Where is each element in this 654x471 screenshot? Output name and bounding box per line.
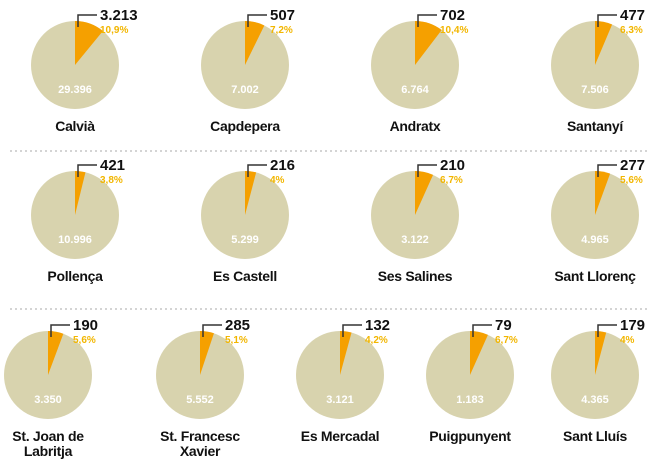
pie-name: Sant Llorenç [554, 268, 636, 284]
leader-line [247, 14, 267, 27]
pie-slice [470, 331, 488, 375]
share-label: 5,1% [225, 335, 248, 346]
total-label: 7.002 [231, 84, 259, 96]
pie-name: St. Francesc Xavier [160, 428, 240, 459]
total-label: 5.552 [186, 394, 214, 406]
share-label: 10,9% [100, 25, 128, 36]
total-label: 10.996 [58, 234, 92, 246]
share-label: 4% [620, 335, 635, 346]
slice-value: 179 [620, 317, 645, 334]
pie-slice [245, 21, 265, 65]
leader-line [202, 324, 222, 337]
leader-line [342, 324, 362, 337]
share-label: 4,2% [365, 335, 388, 346]
leader-line [597, 324, 617, 337]
share-label: 6,7% [495, 335, 518, 346]
slice-value: 79 [495, 317, 512, 334]
slice-value: 132 [365, 317, 390, 334]
pie-slice [595, 21, 613, 65]
pie-slice [415, 171, 434, 215]
pie-name: Pollença [47, 268, 103, 284]
pie-name: Puigpunyent [429, 428, 511, 444]
pie-name: Calvià [55, 118, 95, 134]
slice-value: 210 [440, 157, 465, 174]
pie-slice [245, 171, 257, 215]
slice-value: 285 [225, 317, 250, 334]
total-label: 6.764 [401, 84, 429, 96]
slice-value: 702 [440, 7, 465, 24]
pie-name: Santanyí [567, 118, 623, 134]
pie-slice [48, 331, 64, 375]
leader-line [50, 324, 70, 337]
pie-name: Sant Lluís [563, 428, 627, 444]
pie-slice [340, 331, 352, 375]
total-label: 3.122 [401, 234, 429, 246]
leader-line [77, 14, 97, 27]
share-label: 3,8% [100, 175, 123, 186]
pie-name: Capdepera [210, 118, 280, 134]
leader-line [597, 14, 617, 27]
pie-slice [595, 171, 611, 215]
pie-slice [200, 331, 214, 375]
total-label: 5.299 [231, 234, 259, 246]
total-label: 1.183 [456, 394, 484, 406]
leader-line [472, 324, 492, 337]
share-label: 10,4% [440, 25, 468, 36]
total-label: 3.350 [34, 394, 62, 406]
pie-name: Es Mercadal [300, 428, 380, 444]
slice-value: 3.213 [100, 7, 138, 24]
pie-slice [415, 21, 442, 65]
leader-line [247, 164, 267, 177]
total-label: 29.396 [58, 84, 92, 96]
pie-name: Es Castell [213, 268, 277, 284]
total-label: 4.365 [581, 394, 609, 406]
share-label: 4% [270, 175, 285, 186]
pie-slice [595, 331, 607, 375]
share-label: 6,3% [620, 25, 643, 36]
pie-name: Andratx [389, 118, 441, 134]
leader-line [77, 164, 97, 177]
pie-slice [75, 171, 86, 215]
total-label: 4.965 [581, 234, 609, 246]
total-label: 7.506 [581, 84, 609, 96]
slice-value: 277 [620, 157, 645, 174]
slice-value: 216 [270, 157, 295, 174]
pie-name: St. Joan de Labritja [12, 428, 84, 459]
slice-value: 421 [100, 157, 125, 174]
pie-slice [75, 21, 103, 65]
leader-line [417, 164, 437, 177]
share-label: 7,2% [270, 25, 293, 36]
pie-name: Ses Salines [377, 268, 453, 284]
slice-value: 477 [620, 7, 645, 24]
share-label: 5,6% [73, 335, 96, 346]
leader-line [597, 164, 617, 177]
slice-value: 507 [270, 7, 295, 24]
slice-value: 190 [73, 317, 98, 334]
share-label: 6,7% [440, 175, 463, 186]
leader-line [417, 14, 437, 27]
share-label: 5,6% [620, 175, 643, 186]
total-label: 3.121 [326, 394, 354, 406]
